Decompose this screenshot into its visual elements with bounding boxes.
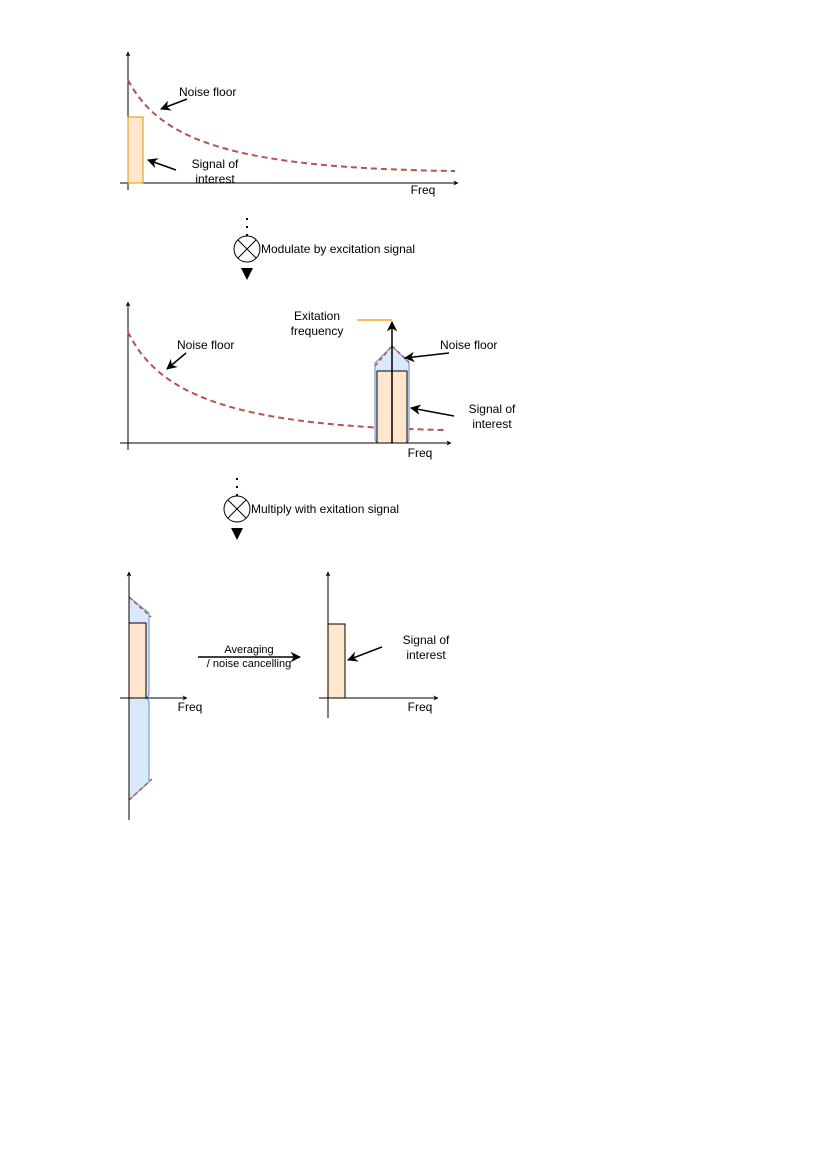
excitation-label-line2: frequency (291, 324, 344, 338)
signal-bar (327, 623, 346, 699)
panel-3-demodulated-spectrum: Freq (120, 571, 203, 820)
multiply-label: Multiply with exitation signal (251, 502, 399, 516)
signal-label-line1: Signal of (469, 402, 516, 416)
noise-floor-curve (127, 79, 456, 172)
multiplier-cross-b (237, 239, 257, 259)
signal-bar-right (391, 370, 408, 444)
freq-axis-label: Freq (408, 700, 433, 714)
signal-bar (128, 622, 147, 699)
signal-bar-left (376, 370, 393, 444)
signal-label-line2: interest (195, 172, 235, 186)
noise-floor-label: Noise floor (179, 85, 236, 99)
signal-arrow (409, 404, 455, 417)
modulate-label: Modulate by excitation signal (261, 242, 415, 256)
noise-floor-label-left: Noise floor (177, 338, 234, 352)
panel-4-recovered-signal: Signal of interest Freq (319, 571, 450, 718)
signal-bar (127, 116, 144, 184)
envelope-dash-upper (128, 596, 152, 618)
noise-floor-arrow (160, 98, 188, 111)
noise-floor-curve (127, 331, 446, 431)
averaging-label-line1: Averaging (224, 644, 273, 656)
signal-label-line1: Signal of (403, 633, 450, 647)
freq-axis-label: Freq (178, 700, 203, 714)
signal-label-line2: interest (406, 648, 446, 662)
noise-floor-arrow-right (403, 351, 450, 363)
down-arrow-icon (241, 268, 253, 280)
freq-axis-label: Freq (408, 446, 433, 460)
signal-label-line2: interest (472, 417, 512, 431)
panel-2-modulated-spectrum: Exitation frequency Noise floor Noise fl… (120, 301, 516, 460)
signal-label-line1: Signal of (192, 157, 239, 171)
noise-floor-arrow-left (166, 352, 187, 370)
panel-1-original-spectrum: Noise floor Signal of interest Freq (120, 51, 459, 197)
averaging-label-line2: / noise cancelling (207, 658, 291, 670)
noise-floor-label-right: Noise floor (440, 338, 497, 352)
modulate-step: Modulate by excitation signal (233, 218, 415, 280)
averaging-step: Averaging / noise cancelling (198, 644, 302, 670)
multiplier-cross-b (227, 499, 247, 519)
freq-axis-label: Freq (411, 183, 436, 197)
signal-arrow (147, 158, 177, 171)
down-arrow-icon (231, 528, 243, 540)
envelope-dash-right (391, 345, 410, 363)
excitation-label-line1: Exitation (294, 309, 340, 323)
envelope-dash-lower (128, 778, 153, 801)
signal-arrow (347, 646, 383, 662)
multiply-step: Multiply with exitation signal (223, 478, 399, 540)
envelope-dash-left (374, 345, 393, 367)
